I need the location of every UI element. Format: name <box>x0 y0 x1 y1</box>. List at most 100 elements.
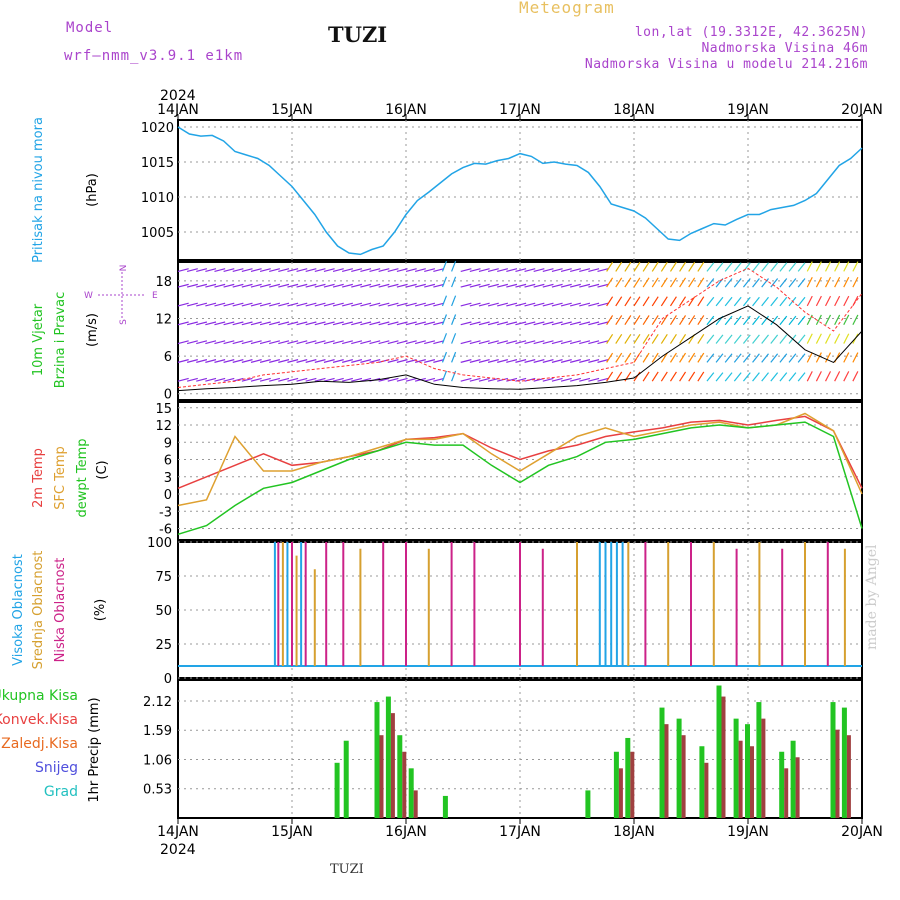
wind-barb <box>524 359 536 363</box>
wind-y-tick-label: 18 <box>155 275 172 290</box>
wind-barb <box>815 295 822 307</box>
wind-barb <box>433 340 445 345</box>
wind-barb <box>369 302 381 307</box>
wind-barb <box>742 353 751 363</box>
wind-barb <box>241 340 253 345</box>
wind-barb <box>724 262 733 272</box>
wind-barb <box>460 340 472 345</box>
wind-barb <box>369 321 381 326</box>
wind-barb <box>278 359 290 363</box>
wind-barb <box>360 377 372 382</box>
wind-barb <box>806 333 813 344</box>
wind-barb <box>606 352 614 363</box>
compass-e: E <box>152 291 158 301</box>
wind-barb <box>177 359 189 363</box>
wind-barb <box>588 321 600 326</box>
wind-barb <box>588 359 600 363</box>
wind-barb <box>269 377 281 382</box>
wind-barb <box>524 340 536 345</box>
wind-barb <box>205 283 217 288</box>
wind-barb <box>232 268 244 272</box>
wind-barb <box>487 377 499 382</box>
wind-barb <box>806 371 813 382</box>
precip-bar-convective <box>784 768 789 818</box>
wind-barb <box>570 283 581 288</box>
cloud-unit-label: (%) <box>93 599 108 622</box>
precip-legend-4: Grad <box>44 784 78 800</box>
precip-bar-total <box>397 735 403 818</box>
temp-y-tick-label: 3 <box>164 471 172 486</box>
wind-barb <box>469 340 481 345</box>
wind-barb <box>588 377 600 382</box>
precip-bar-total <box>343 740 349 818</box>
wind-barb <box>815 371 822 382</box>
wind-barb <box>724 372 733 382</box>
wind-barb <box>779 278 788 288</box>
wind-barb <box>660 333 668 344</box>
wind-barb <box>424 340 436 345</box>
wind-barb <box>752 315 760 326</box>
wind-barb <box>332 283 344 288</box>
wind-barb <box>451 333 457 344</box>
wind-barb <box>469 321 481 326</box>
wind-barb <box>506 377 518 382</box>
wind-barb <box>196 359 208 363</box>
wind-barb <box>651 277 659 288</box>
wind-barb <box>824 371 832 382</box>
wind-barb <box>269 302 281 307</box>
wind-barb <box>241 283 253 288</box>
wind-barb <box>314 340 326 345</box>
wind-barb <box>697 333 705 344</box>
wind-barb <box>433 321 445 326</box>
wind-barb <box>615 371 623 382</box>
wind-barb <box>761 334 769 344</box>
wind-barb <box>214 359 226 363</box>
wind-barb <box>186 321 198 326</box>
wind-barb <box>323 340 335 345</box>
wind-barb <box>779 296 788 307</box>
wind-barb <box>196 377 208 382</box>
wind-barb <box>824 261 832 272</box>
wind-barb <box>843 314 850 325</box>
wind-barb <box>506 340 518 345</box>
wind-barb <box>579 268 591 272</box>
wind-barb <box>624 261 632 272</box>
wind-barb <box>715 334 724 344</box>
wind-barb <box>761 372 769 382</box>
precip-bar-total <box>334 762 340 818</box>
wind-barb <box>797 334 806 344</box>
wind-barb <box>852 314 859 325</box>
wind-barb <box>414 340 426 345</box>
wind-barb <box>186 283 198 288</box>
panel-frame-0 <box>177 119 863 261</box>
wind-barb <box>433 359 445 363</box>
wind-barb <box>551 283 563 288</box>
wind-barb <box>633 315 641 326</box>
wind-barb <box>250 359 262 363</box>
wind-barb <box>669 296 677 307</box>
wind-barb <box>451 351 457 363</box>
compass-n: N <box>119 265 129 272</box>
wind-barb <box>177 321 189 326</box>
wind-barb <box>834 295 841 307</box>
wind-barb <box>669 352 677 363</box>
wind-barb <box>843 371 850 382</box>
cloud-axis-label-mid: Srednja Oblacnost <box>31 551 46 670</box>
wind-barb <box>551 321 563 326</box>
wind-barb <box>651 371 659 382</box>
wind-barb <box>724 334 733 344</box>
wind-barb <box>305 268 317 272</box>
wind-barb <box>332 321 344 326</box>
wind-barb <box>259 359 271 363</box>
wind-barb <box>843 352 850 363</box>
wind-barb <box>660 261 668 272</box>
wind-barb <box>305 302 317 307</box>
wind-barb <box>177 302 189 307</box>
precip-bar-total <box>385 696 391 818</box>
wind-barb <box>615 333 623 344</box>
wind-barb <box>761 278 769 288</box>
wind-barb <box>360 283 372 288</box>
wind-barb <box>560 340 572 345</box>
wind-barb <box>186 302 198 307</box>
wind-barb <box>351 359 363 363</box>
